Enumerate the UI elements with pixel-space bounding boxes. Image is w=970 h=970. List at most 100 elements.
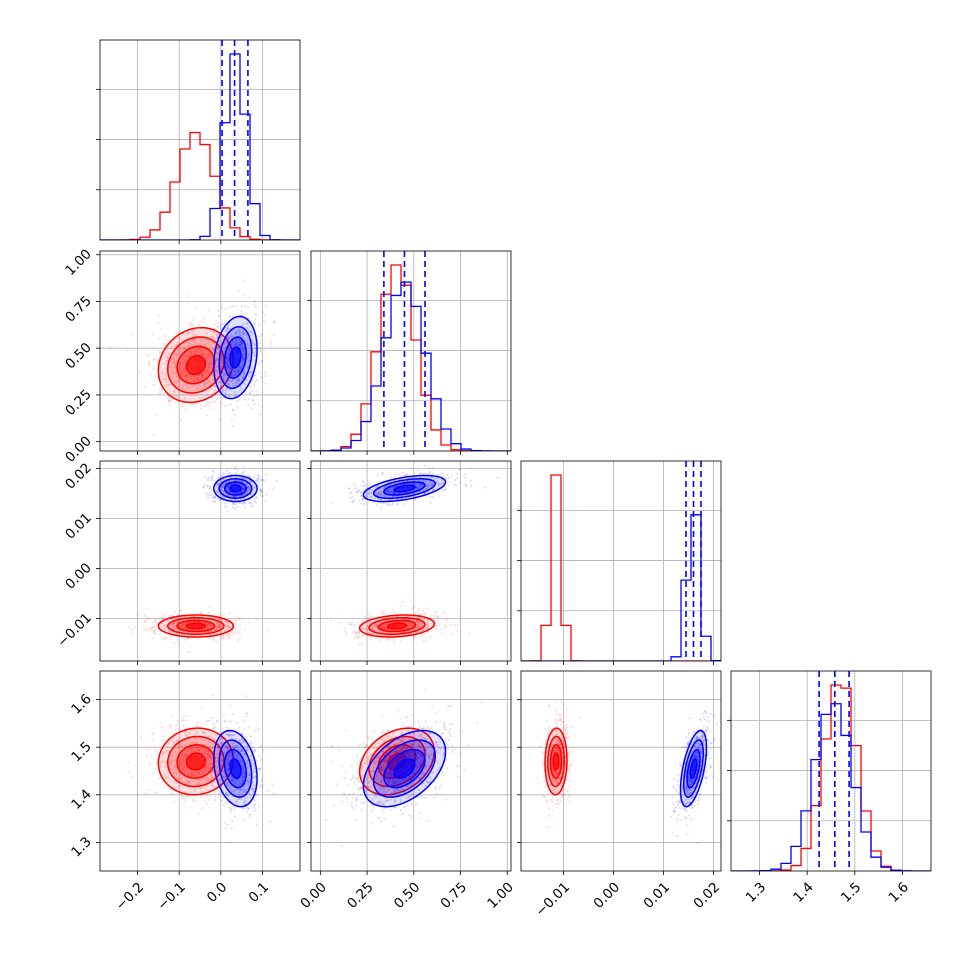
scatter-point	[235, 737, 238, 740]
scatter-point	[403, 503, 406, 506]
scatter-point	[441, 489, 444, 492]
histogram-red	[100, 131, 300, 240]
scatter-point	[457, 461, 460, 463]
scatter-point	[240, 731, 243, 734]
scatter-point	[362, 503, 365, 506]
scatter-point	[176, 638, 179, 641]
scatter-point	[231, 712, 235, 716]
scatter-point	[238, 726, 241, 729]
scatter-point	[195, 748, 198, 751]
scatter-point	[227, 762, 230, 765]
scatter-point	[374, 492, 377, 495]
scatter-point	[231, 779, 234, 782]
scatter-point	[215, 490, 219, 494]
scatter-point	[237, 331, 240, 335]
scatter-point	[368, 621, 372, 624]
scatter-point	[358, 643, 361, 646]
scatter-point	[238, 788, 241, 791]
scatter-point	[242, 376, 245, 379]
scatter-point	[163, 352, 166, 355]
scatter-point	[185, 375, 188, 378]
scatter-point	[194, 790, 197, 793]
scatter-point	[230, 483, 233, 486]
scatter-point	[156, 359, 159, 362]
scatter-point	[181, 405, 184, 408]
scatter-point	[169, 360, 172, 363]
scatter-point	[257, 362, 260, 365]
scatter-point	[263, 313, 266, 317]
scatter-point	[382, 612, 385, 615]
scatter-point	[231, 742, 234, 745]
scatter-point	[387, 489, 390, 493]
scatter-point	[428, 471, 431, 474]
scatter-point	[234, 370, 237, 373]
scatter-point	[238, 378, 241, 381]
scatter-point	[387, 489, 391, 492]
scatter-point	[243, 372, 246, 375]
scatter-point	[239, 340, 242, 343]
scatter-point	[178, 625, 181, 628]
scatter-point	[228, 624, 231, 627]
scatter-point	[424, 479, 427, 482]
scatter-point	[197, 724, 200, 727]
scatter-point	[365, 486, 369, 489]
scatter-point	[412, 606, 415, 609]
scatter-point	[209, 336, 212, 339]
scatter-point	[235, 304, 238, 308]
scatter-point	[241, 377, 245, 380]
scatter-point	[174, 728, 177, 732]
scatter-point	[380, 494, 384, 497]
scatter-point	[195, 386, 199, 389]
scatter-point	[177, 395, 180, 398]
scatter-point	[205, 756, 209, 759]
scatter-point	[245, 482, 249, 486]
scatter-point	[209, 379, 212, 382]
scatter-point	[221, 759, 224, 763]
scatter-point	[390, 629, 394, 632]
scatter-point	[349, 497, 352, 500]
scatter-point	[233, 479, 236, 482]
scatter-point	[235, 342, 238, 345]
scatter-point	[187, 773, 190, 776]
scatter-point	[242, 356, 245, 359]
scatter-point	[228, 808, 232, 811]
scatter-point	[361, 498, 364, 501]
scatter-point	[225, 470, 228, 473]
scatter-point	[161, 616, 164, 619]
scatter-point	[246, 326, 249, 329]
scatter-point	[161, 754, 165, 757]
scatter-point	[186, 332, 189, 336]
scatter-point	[357, 630, 360, 634]
scatter-point	[427, 476, 430, 480]
scatter-point	[203, 405, 206, 408]
scatter-point	[180, 794, 183, 797]
scatter-point	[166, 356, 169, 359]
scatter-point	[235, 391, 238, 394]
scatter-point	[183, 754, 186, 757]
scatter-point	[258, 346, 261, 350]
scatter-point	[235, 745, 238, 749]
scatter-point	[229, 380, 232, 383]
scatter-point	[183, 375, 186, 378]
scatter-point	[243, 785, 246, 788]
scatter-point	[173, 769, 176, 772]
scatter-point	[207, 341, 210, 344]
scatter-point	[239, 331, 242, 334]
scatter-point	[213, 780, 216, 783]
scatter-point	[200, 706, 203, 709]
scatter-point	[173, 641, 176, 644]
scatter-point	[233, 622, 236, 625]
scatter-point	[265, 305, 268, 308]
scatter-point	[356, 621, 359, 624]
scatter-point	[191, 333, 194, 336]
scatter-point	[253, 343, 256, 346]
scatter-point	[231, 790, 234, 793]
scatter-point	[225, 781, 228, 784]
scatter-point	[371, 614, 374, 618]
scatter-point	[241, 358, 244, 361]
scatter-point	[259, 784, 263, 787]
scatter-point	[241, 359, 245, 362]
y-tick-label: 0.75	[62, 293, 95, 326]
scatter-point	[470, 484, 473, 487]
scatter-point	[169, 760, 172, 763]
